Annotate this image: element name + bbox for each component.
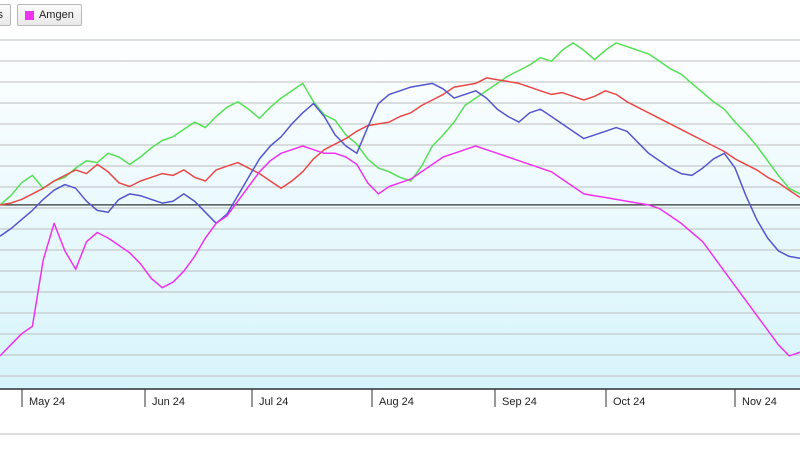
plot-background <box>0 30 800 390</box>
legend-label: ls <box>0 9 3 21</box>
series-line-amgen <box>0 145 800 357</box>
series-line-3 <box>0 82 800 260</box>
x-tick-label: Aug 24 <box>379 396 414 408</box>
series-line-1 <box>0 42 800 206</box>
series-lines <box>0 42 800 357</box>
legend-item-series-1[interactable]: ls <box>0 4 11 26</box>
legend-swatch-amgen <box>24 10 34 20</box>
x-tick-label: Jun 24 <box>152 396 185 408</box>
legend-item-amgen[interactable]: Amgen <box>16 4 82 26</box>
x-axis-ticks: May 24 Jun 24 Jul 24 Aug 24 Sep 24 Oct 24 Nov … <box>21 389 777 408</box>
x-tick-label: Sep 24 <box>502 396 537 408</box>
x-tick-label: Jul 24 <box>259 396 288 408</box>
legend-label: Amgen <box>38 9 74 21</box>
x-tick-label: Nov 24 <box>742 396 777 408</box>
legend: ls Amgen <box>0 4 82 26</box>
x-tick-label: Oct 24 <box>613 396 645 408</box>
series-line-2 <box>0 77 800 206</box>
gridlines <box>0 39 800 377</box>
x-tick-label: May 24 <box>29 396 65 408</box>
